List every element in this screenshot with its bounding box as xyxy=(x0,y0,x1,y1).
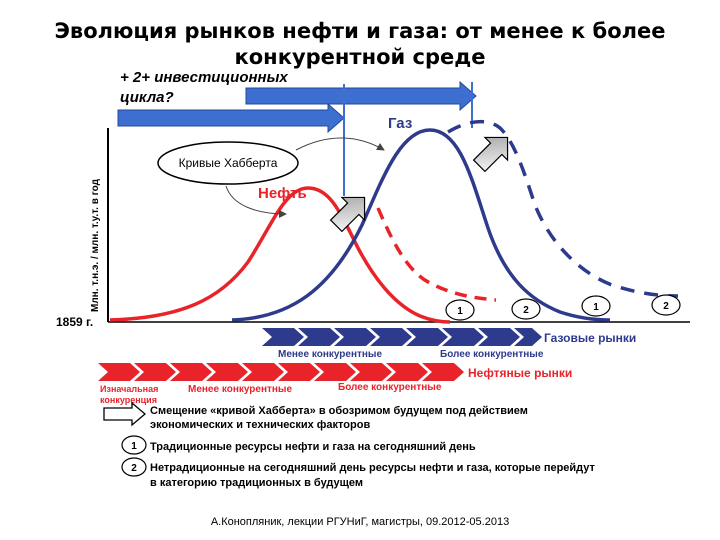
legend-shift-line-1: Смещение «кривой Хабберта» в обозримом б… xyxy=(150,405,528,417)
hubbert-pointer-gas xyxy=(295,137,385,151)
gas-curve-shifted xyxy=(447,119,679,298)
legend-item-2-line-2: в категорию традиционных в будущем xyxy=(150,477,363,489)
y-axis-label: Млн. т.н.э. / млн. т.у.т. в год xyxy=(90,178,101,312)
svg-text:1: 1 xyxy=(457,306,463,317)
title-line-2: конкурентной среде xyxy=(234,45,486,69)
gas-curve-traditional xyxy=(231,128,611,322)
legend-shift-arrow-icon xyxy=(103,401,147,427)
legend-item-1-text: Традиционные ресурсы нефти и газа на сег… xyxy=(150,441,476,453)
legend-marker-1: 1 xyxy=(121,435,147,455)
oil-stage-more: Более конкурентные xyxy=(338,382,442,393)
gas-market-band xyxy=(262,328,542,346)
svg-text:2: 2 xyxy=(663,301,669,312)
marker-gas-2: 2 xyxy=(651,294,681,316)
legend-item-2-line-1: Нетрадиционные на сегодняшний день ресур… xyxy=(150,462,596,474)
investment-cycle-arrow-long xyxy=(245,80,477,112)
start-year-label: 1859 г. xyxy=(56,315,93,329)
investment-cycles-line-2: цикла? xyxy=(120,89,174,106)
hubbert-pointer-oil xyxy=(225,185,287,218)
oil-market-band xyxy=(98,363,464,381)
investment-cycle-arrow-short xyxy=(117,102,345,134)
title-line-1: Эволюция рынков нефти и газа: от менее к… xyxy=(54,19,666,43)
svg-text:2: 2 xyxy=(131,463,137,474)
svg-text:1: 1 xyxy=(131,441,137,452)
hubbert-label: Кривые Хабберта xyxy=(179,156,278,170)
marker-oil-2: 2 xyxy=(511,298,541,320)
svg-text:2: 2 xyxy=(523,305,529,316)
oil-curve-shifted xyxy=(376,207,497,302)
svg-text:1: 1 xyxy=(593,302,599,313)
page-title: Эволюция рынков нефти и газа: от менее к… xyxy=(40,18,680,70)
marker-oil-1: 1 xyxy=(445,299,475,321)
oil-stage-initial-line-2: конкуренция xyxy=(100,395,157,405)
oil-curve-traditional xyxy=(109,186,451,324)
oil-stage-less: Менее конкурентные xyxy=(188,384,292,395)
gas-label: Газ xyxy=(388,115,412,132)
oil-market-name: Нефтяные рынки xyxy=(468,366,572,380)
investment-cycles-line-1: + 2+ инвестиционных xyxy=(120,69,288,86)
slide-footer: А.Конопляник, лекции РГУНиГ, магистры, 0… xyxy=(210,516,510,528)
legend-marker-2: 2 xyxy=(121,457,147,477)
gas-market-name: Газовые рынки xyxy=(544,331,636,345)
oil-stage-initial-line-1: Изначальная xyxy=(100,384,158,394)
oil-shift-arrow xyxy=(329,196,366,233)
gas-shift-arrow xyxy=(472,136,509,173)
hubbert-callout xyxy=(157,141,299,185)
marker-gas-1: 1 xyxy=(581,295,611,317)
legend-shift-line-2: экономических и технических факторов xyxy=(150,419,370,431)
gas-stage-more: Более конкурентные xyxy=(440,349,544,360)
oil-label: Нефть xyxy=(258,185,307,202)
gas-stage-less: Менее конкурентные xyxy=(278,349,382,360)
